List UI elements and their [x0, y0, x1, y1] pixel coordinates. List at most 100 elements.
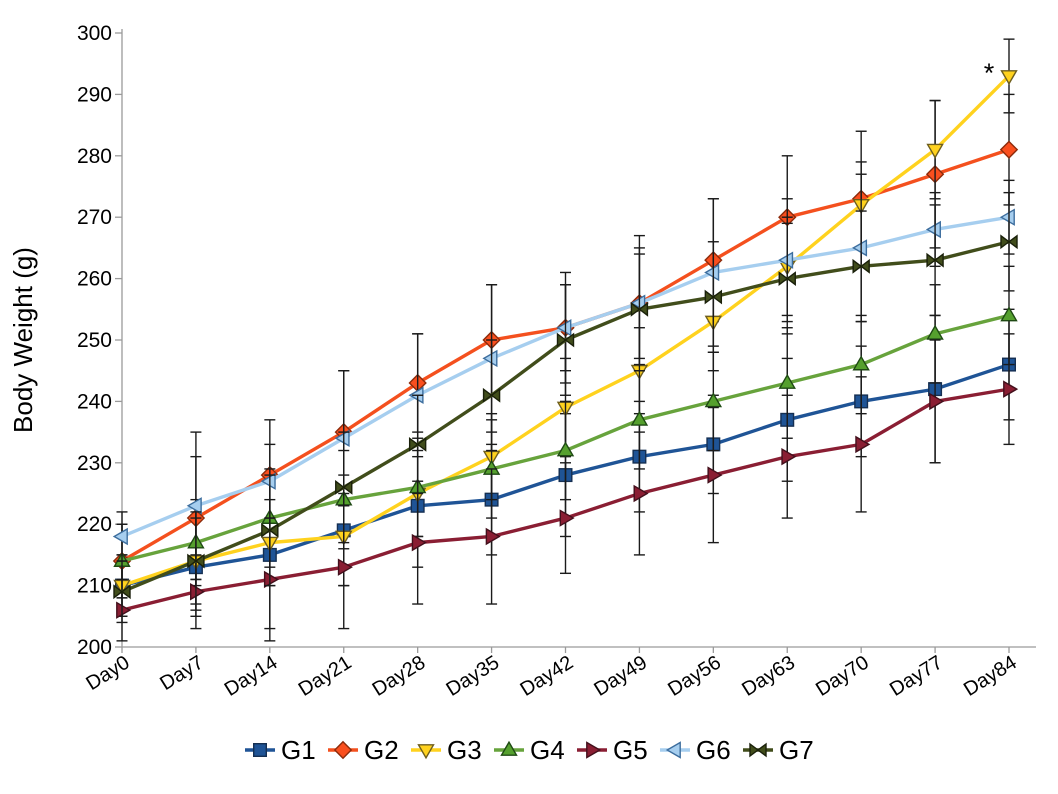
legend-marker-triangle-left-icon: [665, 741, 681, 759]
data-point-marker: [482, 387, 501, 403]
legend: G1 G2 G3 G4 G5 G6 G7: [245, 735, 814, 765]
data-point-marker: [704, 289, 723, 305]
data-point-marker: [855, 435, 871, 454]
legend-label: G2: [364, 735, 399, 765]
data-point-marker: [411, 533, 427, 552]
legend-item-G5: G5: [577, 735, 648, 765]
data-point-marker: [778, 271, 796, 287]
y-axis-title: Body Weight (g): [8, 247, 38, 433]
axes: [121, 29, 1036, 648]
y-tick-label: 280: [77, 145, 112, 168]
y-tick-label: 230: [77, 452, 112, 475]
y-tick-label: 220: [77, 513, 112, 536]
y-tick-label: 300: [77, 22, 112, 45]
data-point-marker: [778, 373, 796, 389]
data-point-marker: [929, 392, 945, 411]
data-point-marker: [556, 332, 575, 348]
legend-label: G6: [696, 735, 731, 765]
x-tick-label: Day84: [960, 652, 1021, 701]
significance-asterisk: *: [984, 58, 995, 88]
legend-item-G6: G6: [660, 735, 731, 765]
y-axis-ticks: 200 210 220 230 240 250 260 270 280 290 300: [77, 22, 122, 659]
data-point-marker: [1000, 70, 1018, 86]
legend-item-G1: G1: [245, 735, 316, 765]
data-point-marker: [630, 294, 646, 312]
data-point-marker: [482, 349, 498, 368]
y-tick-label: 210: [77, 575, 112, 598]
data-point-marker: [335, 479, 353, 495]
data-point-marker: [852, 355, 870, 371]
legend-item-G7: G7: [743, 735, 814, 765]
x-tick-label: Day56: [664, 652, 725, 701]
legend-marker-triangle-right-icon: [586, 741, 602, 759]
x-tick-label: Day70: [812, 652, 873, 701]
y-tick-label: 260: [77, 268, 112, 291]
x-tick-label: Day28: [369, 652, 430, 701]
data-point-marker: [704, 263, 720, 282]
legend-label: G7: [779, 735, 814, 765]
data-point-marker: [999, 208, 1015, 226]
data-point-marker: [925, 220, 941, 239]
x-axis-ticks: Day0 Day7 Day14 Day21 Day28 Day35 Day42 Day49 Da…: [82, 647, 1021, 701]
data-point-marker: [116, 601, 132, 619]
x-tick-label: Day42: [516, 652, 577, 701]
x-tick-label: Day14: [221, 652, 282, 701]
data-point-marker: [926, 252, 944, 268]
legend-label: G3: [447, 735, 482, 765]
legend-item-G3: G3: [411, 735, 482, 765]
legend-marker-square-icon: [252, 743, 267, 758]
data-point-marker: [778, 251, 794, 269]
legend-marker-triangle-down-icon: [417, 744, 435, 760]
data-point-marker: [112, 527, 128, 546]
data-point-marker: [707, 466, 723, 484]
data-point-marker: [999, 140, 1019, 159]
data-point-marker: [260, 472, 276, 490]
legend-item-G4: G4: [494, 735, 565, 765]
data-point-marker: [261, 522, 279, 538]
legend-label: G4: [530, 735, 565, 765]
y-tick-label: 250: [77, 329, 112, 352]
data-point-marker: [630, 301, 649, 317]
legend-marker-diamond-icon: [333, 740, 353, 760]
data-point-marker: [1003, 380, 1019, 398]
y-tick-label: 240: [77, 390, 112, 413]
data-point-marker: [781, 447, 797, 466]
x-tick-label: Day63: [738, 652, 799, 701]
data-point-marker: [559, 509, 575, 527]
data-point-marker: [926, 324, 944, 340]
series-G7: [113, 191, 1018, 624]
data-point-marker: [926, 143, 944, 159]
data-point-marker: [187, 553, 205, 569]
x-tick-label: Day21: [295, 652, 356, 701]
y-tick-label: 200: [77, 636, 112, 659]
data-point-marker: [1000, 306, 1018, 322]
data-point-marker: [633, 484, 649, 503]
legend-label: G1: [281, 735, 316, 765]
data-point-marker: [408, 436, 427, 452]
y-tick-label: 270: [77, 206, 112, 229]
data-point-marker: [556, 319, 572, 337]
data-point-marker: [190, 583, 206, 601]
legend-item-G2: G2: [328, 735, 399, 765]
data-point-marker: [851, 239, 868, 257]
data-point-marker: [337, 558, 353, 576]
data-point-marker: [263, 570, 280, 589]
data-point-marker: [1000, 234, 1018, 250]
x-tick-label: Day7: [156, 652, 207, 695]
data-point-marker: [334, 429, 350, 447]
y-tick-label: 290: [77, 83, 112, 106]
legend-marker-bowtie-icon: [749, 742, 767, 758]
data-point-marker: [113, 584, 131, 600]
data-point-marker: [630, 410, 649, 426]
legend-label: G5: [613, 735, 648, 765]
data-point-marker: [556, 441, 575, 457]
legend-marker-triangle-up-icon: [500, 740, 518, 756]
data-point-marker: [485, 527, 501, 546]
data-point-marker: [186, 497, 202, 515]
x-tick-label: Day49: [590, 652, 651, 701]
data-point-marker: [852, 258, 870, 274]
data-point-marker: [704, 392, 723, 408]
x-tick-label: Day77: [886, 652, 947, 701]
